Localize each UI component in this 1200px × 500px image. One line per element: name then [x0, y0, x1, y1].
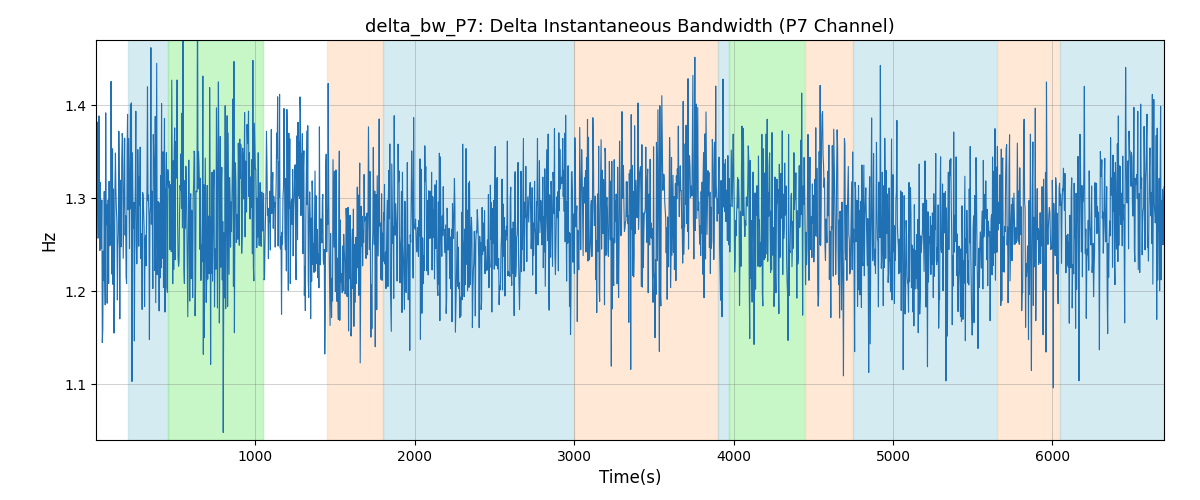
Bar	[805, 40, 853, 440]
Bar	[728, 40, 805, 440]
Bar	[575, 40, 718, 440]
Y-axis label: Hz: Hz	[41, 230, 59, 250]
X-axis label: Time(s): Time(s)	[599, 470, 661, 488]
Bar	[853, 40, 997, 440]
Bar	[128, 40, 168, 440]
Bar	[1061, 40, 1164, 440]
Bar	[997, 40, 1061, 440]
Bar	[328, 40, 383, 440]
Title: delta_bw_P7: Delta Instantaneous Bandwidth (P7 Channel): delta_bw_P7: Delta Instantaneous Bandwid…	[365, 18, 895, 36]
Bar	[383, 40, 575, 440]
Bar	[718, 40, 728, 440]
Bar	[168, 40, 263, 440]
